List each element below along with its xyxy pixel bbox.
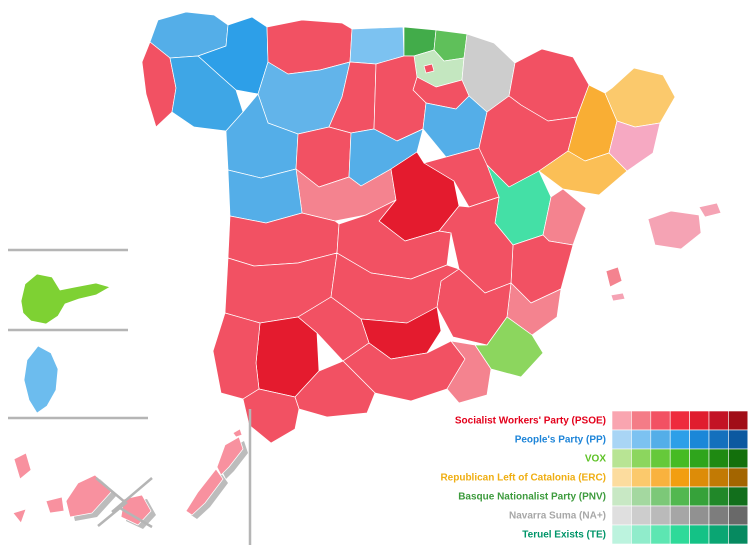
province-trevino — [423, 63, 435, 74]
party-shade-legend: Socialist Workers' Party (PSOE) People's … — [440, 410, 749, 545]
legend-swatch-erc-6 — [728, 467, 749, 488]
legend-swatch-pp-6 — [728, 429, 749, 450]
legend-swatch-psoe-4 — [689, 410, 710, 431]
legend-swatch-pnv-3 — [669, 486, 690, 507]
legend-swatch-naplus-4 — [689, 505, 710, 526]
legend-swatch-vox-1 — [631, 448, 652, 469]
legend-swatch-te-1 — [631, 524, 652, 545]
legend-swatch-erc-0 — [611, 467, 632, 488]
legend-swatch-vox-0 — [611, 448, 632, 469]
legend-swatch-pnv-4 — [689, 486, 710, 507]
legend-label-pp: People's Party (PP) — [515, 435, 606, 446]
legend-swatch-psoe-1 — [631, 410, 652, 431]
legend-swatch-pnv-5 — [708, 486, 729, 507]
legend-swatch-pp-2 — [650, 429, 671, 450]
legend-swatch-vox-5 — [708, 448, 729, 469]
legend-label-psoe: Socialist Workers' Party (PSOE) — [455, 416, 606, 427]
legend-swatch-pnv-1 — [631, 486, 652, 507]
sea-divider-0 — [95, 477, 128, 527]
province-polygons — [12, 11, 722, 526]
province-murcia — [474, 316, 544, 378]
legend-swatch-erc-4 — [689, 467, 710, 488]
legend-label-naplus: Navarra Suma (NA+) — [509, 511, 606, 522]
province-formentera — [610, 292, 626, 302]
province-girona — [604, 67, 676, 128]
province-huelva — [212, 312, 261, 400]
legend-swatch-naplus-0 — [611, 505, 632, 526]
legend-swatch-naplus-5 — [708, 505, 729, 526]
legend-swatch-vox-2 — [650, 448, 671, 469]
province-tenerife — [65, 474, 113, 518]
legend-swatch-vox-3 — [669, 448, 690, 469]
inset-frame-lines — [8, 248, 252, 545]
legend-label-te: Teruel Exists (TE) — [522, 530, 606, 541]
legend-swatch-naplus-6 — [728, 505, 749, 526]
legend-swatch-pp-1 — [631, 429, 652, 450]
province-malaga — [294, 360, 376, 418]
province-la-palma — [13, 452, 32, 480]
sea-divider-1 — [111, 477, 153, 513]
province-melilla — [23, 345, 59, 414]
legend-swatch-psoe-5 — [708, 410, 729, 431]
legend-swatch-pnv-2 — [650, 486, 671, 507]
legend-swatch-erc-1 — [631, 467, 652, 488]
province-ibiza — [605, 266, 623, 288]
legend-swatch-pp-5 — [708, 429, 729, 450]
legend-swatch-pp-0 — [611, 429, 632, 450]
legend-swatch-psoe-2 — [650, 410, 671, 431]
province-gran-canaria — [120, 494, 152, 526]
legend-swatch-pp-4 — [689, 429, 710, 450]
province-tarragona — [538, 150, 628, 196]
legend-swatch-erc-5 — [708, 467, 729, 488]
province-salamanca — [227, 168, 303, 224]
legend-swatch-pp-3 — [669, 429, 690, 450]
legend-swatch-naplus-1 — [631, 505, 652, 526]
legend-swatch-te-0 — [611, 524, 632, 545]
legend-swatch-vox-6 — [728, 448, 749, 469]
legend-label-erc: Republican Left of Catalonia (ERC) — [440, 473, 606, 484]
legend-swatch-te-3 — [669, 524, 690, 545]
legend-swatch-psoe-0 — [611, 410, 632, 431]
province-menorca — [698, 202, 722, 218]
province-mallorca — [647, 210, 702, 250]
province-cadiz — [242, 388, 300, 444]
legend-swatch-te-4 — [689, 524, 710, 545]
legend-swatch-naplus-2 — [650, 505, 671, 526]
legend-swatch-pnv-0 — [611, 486, 632, 507]
legend-label-vox: VOX — [585, 454, 606, 465]
legend-swatch-erc-2 — [650, 467, 671, 488]
province-lanzarote — [216, 436, 244, 476]
legend-swatch-vox-4 — [689, 448, 710, 469]
sea-divider-2 — [119, 506, 153, 529]
legend-label-pnv: Basque Nationalist Party (PNV) — [458, 492, 606, 503]
legend-swatch-erc-3 — [669, 467, 690, 488]
legend-swatch-psoe-6 — [728, 410, 749, 431]
province-almeria — [446, 340, 492, 404]
province-ceuta — [20, 273, 111, 325]
province-el-hierro — [12, 508, 27, 524]
legend-swatch-pnv-6 — [728, 486, 749, 507]
legend-swatch-te-2 — [650, 524, 671, 545]
province-fuerteventura — [185, 468, 224, 516]
legend-swatch-naplus-3 — [669, 505, 690, 526]
legend-swatch-psoe-3 — [669, 410, 690, 431]
province-la-gomera — [45, 496, 65, 514]
legend-swatch-te-5 — [708, 524, 729, 545]
province-la-graciosa — [232, 428, 243, 438]
legend-swatch-te-6 — [728, 524, 749, 545]
